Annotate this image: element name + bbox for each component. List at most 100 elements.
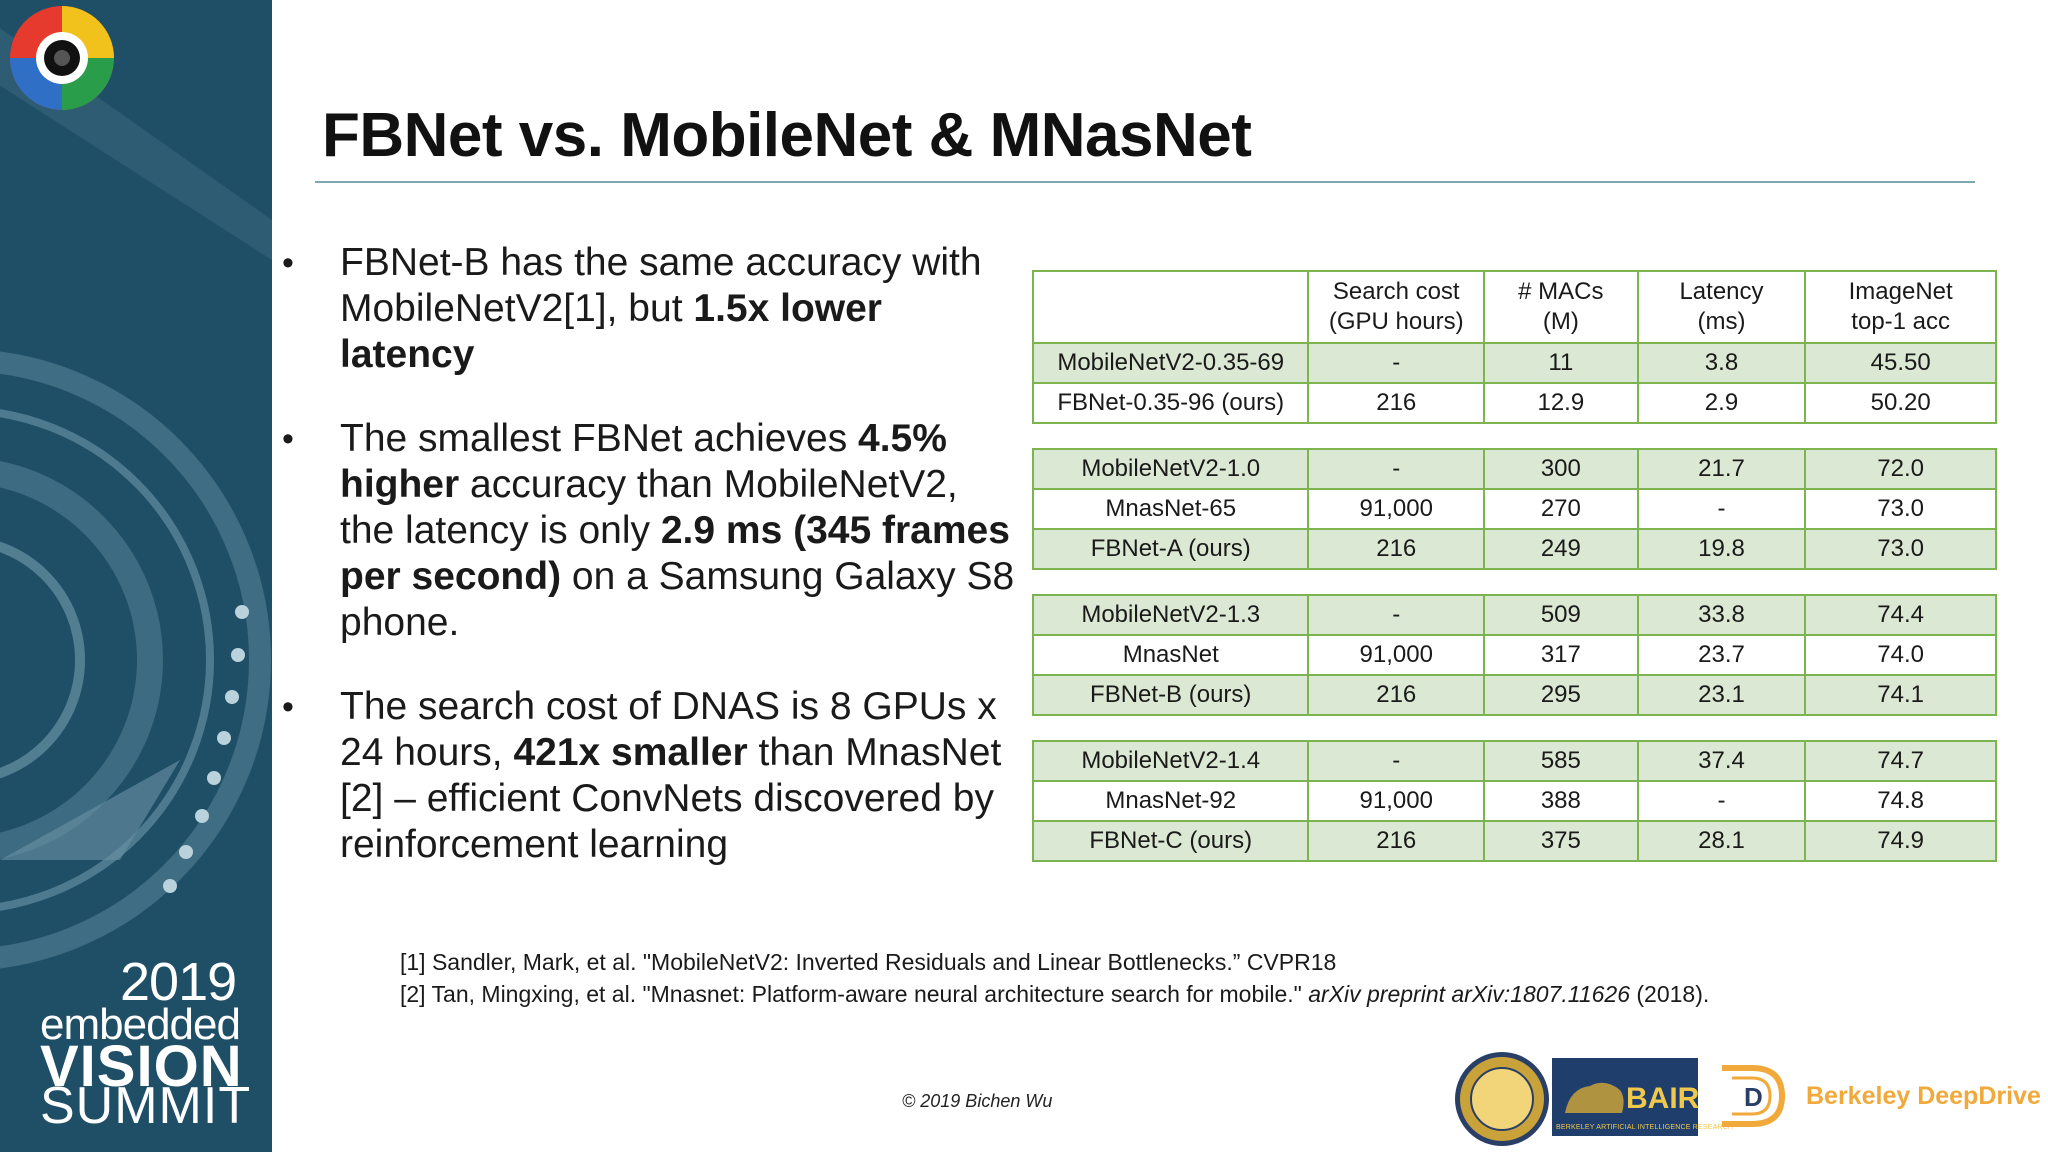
table-cell: 74.0	[1804, 634, 1997, 676]
table-cell: 74.7	[1804, 740, 1997, 782]
table-cell: 509	[1483, 594, 1639, 636]
berkeley-deepdrive-wordmark: Berkeley DeepDrive	[1806, 1082, 2041, 1110]
bullet-text: The search cost of DNAS is 8 GPUs x 24 h…	[340, 685, 997, 774]
table-cell: 23.1	[1636, 674, 1807, 716]
bullet-item: • The smallest FBNet achieves 4.5% higher…	[280, 416, 1020, 646]
table-cell: 317	[1483, 634, 1639, 676]
summit-year: 2019	[120, 952, 237, 1012]
table-row: MobileNetV2-1.3-509 33.8 74.4	[1031, 594, 1997, 636]
table-cell: -	[1307, 740, 1486, 782]
table-cell: 50.20	[1804, 382, 1997, 424]
bair-logo	[1552, 1058, 1698, 1136]
column-header-line: # MACs	[1518, 278, 1604, 305]
table-cell: 216	[1307, 674, 1486, 716]
table-header: Search cost (GPU hours) # MACs (M) Latency (m…	[1031, 270, 1997, 344]
table-cell: 216	[1307, 820, 1486, 862]
table-cell: 73.0	[1804, 528, 1997, 570]
table-cell: -	[1307, 448, 1486, 490]
table-cell: 91,000	[1307, 634, 1486, 676]
column-header-line: (M)	[1542, 308, 1579, 335]
reference-item: [1] Sandler, Mark, et al. "MobileNetV2: …	[400, 946, 1709, 978]
summit-summit: SUMMIT	[40, 1077, 252, 1135]
table-row: MobileNetV2-1.0-300 21.7 72.0	[1031, 448, 1997, 490]
bullet-text-bold: 421x smaller	[513, 731, 748, 774]
table-cell: 300	[1483, 448, 1639, 490]
column-header-line: Latency	[1679, 278, 1764, 305]
table-cell: 72.0	[1804, 448, 1997, 490]
table-cell: MobileNetV2-1.3	[1031, 594, 1310, 636]
table-body: MobileNetV2-0.35-69-11 3.8 45.50 FBNet-0.35…	[1031, 342, 1997, 862]
bullet-text: accuracy than MobileNetV2, the latency i…	[340, 463, 958, 552]
table-cell: 91,000	[1307, 488, 1486, 530]
table-cell: 216	[1307, 382, 1486, 424]
table-cell: 270	[1483, 488, 1639, 530]
table-cell: -	[1636, 488, 1807, 530]
table-cell: 33.8	[1636, 594, 1807, 636]
table-cell: MnasNet-65	[1031, 488, 1310, 530]
table-row: MobileNetV2-0.35-69-11 3.8 45.50	[1031, 342, 1997, 384]
column-header: Search cost (GPU hours)	[1307, 270, 1486, 344]
bear-icon	[1565, 1082, 1624, 1113]
column-header-line: Search cost	[1332, 278, 1460, 305]
column-header-line: (GPU hours)	[1328, 308, 1464, 335]
table-row: MnasNet-92 91,000 388-74.8	[1031, 780, 1997, 822]
table-cell: MobileNetV2-1.4	[1031, 740, 1310, 782]
table-cell: 23.7	[1636, 634, 1807, 676]
table-cell: FBNet-A (ours)	[1031, 528, 1310, 570]
bullet-list: • FBNet-B has the same accuracy with Mobi…	[280, 240, 1020, 906]
table-cell: MnasNet	[1031, 634, 1310, 676]
column-header	[1031, 270, 1310, 344]
table-cell: 3.8	[1636, 342, 1807, 384]
column-header: # MACs (M)	[1483, 270, 1639, 344]
table-cell: 295	[1483, 674, 1639, 716]
bullet-text-bold: 2.9 ms (345 frames per second)	[340, 509, 1010, 598]
summit-vision: VISION	[40, 1034, 243, 1099]
table-cell: 73.0	[1804, 488, 1997, 530]
bullet-item: • FBNet-B has the same accuracy with Mobi…	[280, 240, 1020, 378]
reference-text: [1] Sandler, Mark, et al. "MobileNetV2: …	[400, 949, 1337, 975]
column-header: Latency (ms)	[1636, 270, 1807, 344]
table-cell: 11	[1483, 342, 1639, 384]
table-cell: 388	[1483, 780, 1639, 822]
slide-title: FBNet vs. MobileNet & MNasNet	[322, 101, 1252, 170]
berkeley-deepdrive-icon: D	[1722, 1065, 1786, 1127]
table-cell: 12.9	[1483, 382, 1639, 424]
table-cell: 585	[1483, 740, 1639, 782]
column-header-line: (ms)	[1697, 308, 1746, 335]
table-row: MnasNet 91,000 317 23.7 74.0	[1031, 634, 1997, 676]
sidebar-decoration: 2019 embedded VISION SUMMIT	[0, 0, 272, 1152]
references: [1] Sandler, Mark, et al. "MobileNetV2: …	[400, 946, 1709, 1010]
table-cell: 249	[1483, 528, 1639, 570]
table-cell: 216	[1307, 528, 1486, 570]
table-cell: 28.1	[1636, 820, 1807, 862]
table-cell: 37.4	[1636, 740, 1807, 782]
column-header-line: top-1 acc	[1851, 308, 1951, 335]
table-cell: MobileNetV2-0.35-69	[1031, 342, 1310, 384]
bullet-text: on a Samsung Galaxy S8 phone.	[340, 555, 1015, 644]
table-cell: 45.50	[1804, 342, 1997, 384]
reference-text: [2] Tan, Mingxing, et al. "Mnasnet: Plat…	[400, 981, 1309, 1007]
bullet-dot-icon: •	[282, 420, 294, 458]
table-row: FBNet-A (ours) 216 249 19.8 73.0	[1031, 528, 1997, 570]
table-cell: -	[1307, 594, 1486, 636]
bullet-text: The smallest FBNet achieves	[340, 417, 859, 460]
summit-embedded: embedded	[40, 1000, 241, 1049]
reference-text: (2018).	[1629, 981, 1710, 1007]
table-row: FBNet-B (ours) 216 295 23.1 74.1	[1031, 674, 1997, 716]
reference-item: [2] Tan, Mingxing, et al. "Mnasnet: Plat…	[400, 978, 1709, 1010]
table-cell: 375	[1483, 820, 1639, 862]
bullet-item: • The search cost of DNAS is 8 GPUs x 24 …	[280, 684, 1020, 868]
uc-berkeley-seal-icon	[1455, 1052, 1549, 1146]
table-cell: FBNet-0.35-96 (ours)	[1031, 382, 1310, 424]
table-cell: FBNet-B (ours)	[1031, 674, 1310, 716]
table-cell: -	[1636, 780, 1807, 822]
title-divider	[315, 181, 1975, 183]
column-header: ImageNet top-1 acc	[1804, 270, 1997, 344]
table-cell: 74.1	[1804, 674, 1997, 716]
table-cell: 74.4	[1804, 594, 1997, 636]
bullet-text: FBNet-B has the same accuracy with Mobil…	[340, 241, 982, 330]
vision-summit-logo-mark	[10, 6, 114, 110]
bullet-text: than MnasNet [2] – efficient ConvNets di…	[340, 731, 1002, 866]
table-cell: MobileNetV2-1.0	[1031, 448, 1310, 490]
table-row: MnasNet-65 91,000 270-73.0	[1031, 488, 1997, 530]
